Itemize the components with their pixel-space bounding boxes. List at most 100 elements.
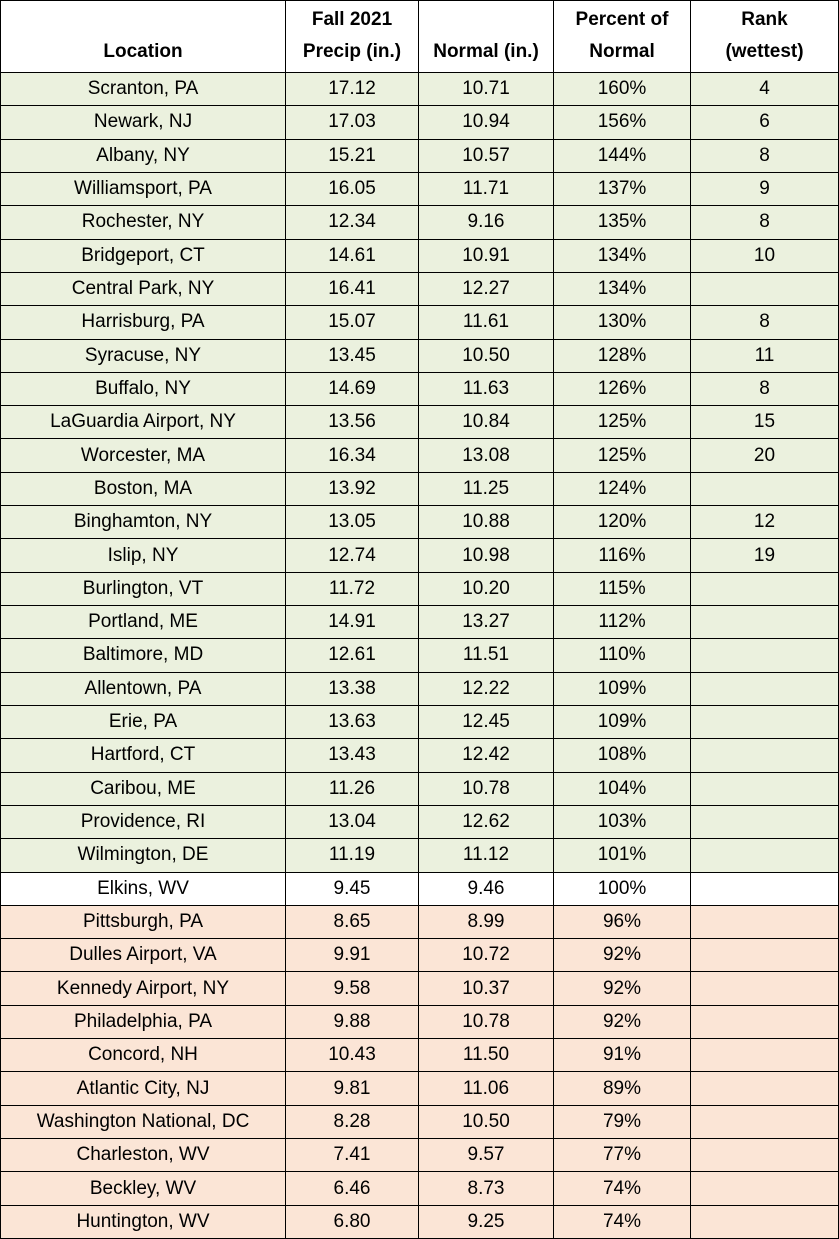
table-cell: Concord, NH — [1, 1039, 285, 1072]
table-cell: 77% — [554, 1139, 690, 1172]
table-cell: 13.04 — [286, 805, 418, 839]
table-cell: Hartford, CT — [1, 739, 285, 772]
table-cell: 16.34 — [286, 439, 418, 472]
table-cell — [691, 572, 838, 606]
table-cell: 15 — [691, 406, 838, 439]
table-cell: 10.78 — [419, 772, 553, 805]
table-cell: 11 — [691, 339, 838, 372]
table-cell: 12.22 — [419, 672, 553, 705]
table-cell: Baltimore, MD — [1, 639, 285, 672]
header-text: Rank — [741, 9, 788, 30]
header-text: Fall 2021 — [311, 9, 393, 30]
table-cell: 14.91 — [286, 606, 418, 639]
table-cell: 92% — [554, 972, 690, 1005]
table-cell: 74% — [554, 1172, 690, 1205]
table-cell: 13.63 — [286, 705, 418, 739]
table-cell: 110% — [554, 639, 690, 672]
table-cell: 9.88 — [286, 1005, 418, 1039]
header-cell: Fall 2021 Precip (in.) — [286, 1, 418, 72]
table-cell: 8 — [691, 206, 838, 239]
table-cell: Beckley, WV — [1, 1172, 285, 1205]
table-cell: 16.41 — [286, 272, 418, 306]
table-cell: 13.56 — [286, 406, 418, 439]
table-cell: 9 — [691, 172, 838, 206]
table-cell: 125% — [554, 406, 690, 439]
table-cell — [691, 905, 838, 939]
table-cell: 12.74 — [286, 539, 418, 572]
table-cell — [691, 972, 838, 1005]
table-cell: 9.45 — [286, 872, 418, 905]
header-cell: Rank (wettest) — [691, 1, 838, 72]
table-cell: 128% — [554, 339, 690, 372]
table-cell: Burlington, VT — [1, 572, 285, 606]
table-cell: 16.05 — [286, 172, 418, 206]
table-cell: Newark, NJ — [1, 106, 285, 139]
table-cell: 10.37 — [419, 972, 553, 1005]
table-cell: Buffalo, NY — [1, 372, 285, 406]
table-cell: 9.46 — [419, 872, 553, 905]
table-cell: 19 — [691, 539, 838, 572]
table-cell: 9.91 — [286, 939, 418, 972]
table-cell: 15.07 — [286, 306, 418, 339]
table-cell: 10.50 — [419, 1105, 553, 1139]
table-cell — [691, 739, 838, 772]
table-cell: 10 — [691, 239, 838, 272]
table-cell: 15.21 — [286, 139, 418, 172]
table-cell: Bridgeport, CT — [1, 239, 285, 272]
table-cell: 10.84 — [419, 406, 553, 439]
table-cell: 12.45 — [419, 705, 553, 739]
table-cell: 134% — [554, 239, 690, 272]
table-cell: 116% — [554, 539, 690, 572]
table-cell: 8.73 — [419, 1172, 553, 1205]
header-cell: Percent of Normal — [554, 1, 690, 72]
table-cell: 13.45 — [286, 339, 418, 372]
table-cell: 10.94 — [419, 106, 553, 139]
table-cell — [691, 1172, 838, 1205]
table-cell: 12.61 — [286, 639, 418, 672]
table-cell: 109% — [554, 672, 690, 705]
table-cell: 13.92 — [286, 472, 418, 506]
table-cell — [691, 639, 838, 672]
table-cell: 6.46 — [286, 1172, 418, 1205]
table-cell: 8 — [691, 306, 838, 339]
table-cell: Dulles Airport, VA — [1, 939, 285, 972]
table-cell — [691, 772, 838, 805]
table-cell: Harrisburg, PA — [1, 306, 285, 339]
table-cell — [691, 839, 838, 872]
table-cell: Allentown, PA — [1, 672, 285, 705]
table-cell: 104% — [554, 772, 690, 805]
table-cell: 125% — [554, 439, 690, 472]
table-cell: Worcester, MA — [1, 439, 285, 472]
table-cell: 10.78 — [419, 1005, 553, 1039]
table-cell — [691, 606, 838, 639]
table-cell: 96% — [554, 905, 690, 939]
table-cell: 17.03 — [286, 106, 418, 139]
table-cell: 12.27 — [419, 272, 553, 306]
table-cell: 11.63 — [419, 372, 553, 406]
table-cell: Central Park, NY — [1, 272, 285, 306]
table-cell: 13.38 — [286, 672, 418, 705]
table-cell: Rochester, NY — [1, 206, 285, 239]
table-cell — [691, 939, 838, 972]
table-cell: 112% — [554, 606, 690, 639]
header-text: Location — [103, 41, 183, 62]
table-cell: 9.81 — [286, 1072, 418, 1105]
table-cell — [691, 472, 838, 506]
table-cell: 109% — [554, 705, 690, 739]
table-cell: 9.25 — [419, 1205, 553, 1238]
table-cell: 9.16 — [419, 206, 553, 239]
header-text: Percent of — [575, 9, 669, 30]
table-cell: 10.57 — [419, 139, 553, 172]
table-cell: Albany, NY — [1, 139, 285, 172]
table-cell — [691, 1005, 838, 1039]
table-cell: 130% — [554, 306, 690, 339]
table-cell: 20 — [691, 439, 838, 472]
table-cell: 12.42 — [419, 739, 553, 772]
table-cell: 134% — [554, 272, 690, 306]
table-cell: 11.71 — [419, 172, 553, 206]
table-cell: 156% — [554, 106, 690, 139]
header-text: (wettest) — [725, 41, 804, 62]
table-cell: 14.61 — [286, 239, 418, 272]
table-cell: Syracuse, NY — [1, 339, 285, 372]
table-cell: 8 — [691, 139, 838, 172]
